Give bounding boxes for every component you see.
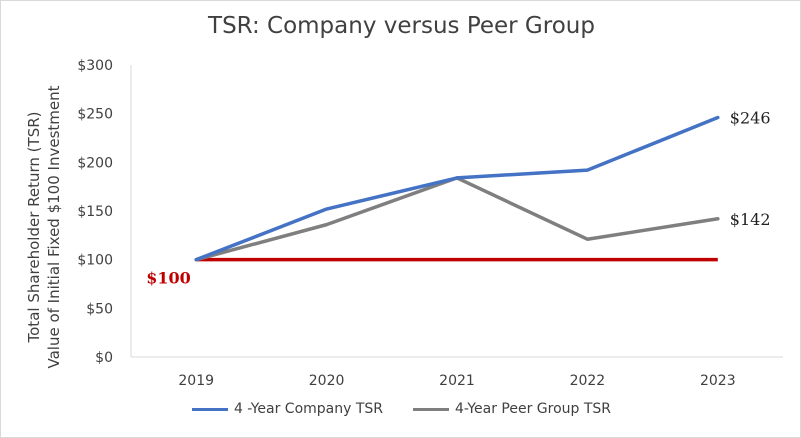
- legend-swatch-company: [191, 407, 228, 411]
- legend-label-peer: 4-Year Peer Group TSR: [455, 401, 612, 417]
- y-tick-label: $100: [77, 253, 113, 269]
- data-label-company-end: $246: [730, 109, 771, 128]
- data-label-peer-end: $142: [730, 210, 771, 229]
- chart-title: TSR: Company versus Peer Group: [208, 13, 595, 39]
- x-tick-label: 2021: [439, 373, 475, 389]
- y-tick-label: $200: [77, 155, 113, 171]
- data-label-reference: $100: [146, 269, 191, 288]
- legend-swatch-peer: [413, 407, 450, 411]
- y-tick-label: $50: [86, 301, 113, 317]
- tsr-line-chart: Total Shareholder Return (TSR) Value of …: [25, 58, 783, 389]
- peer-group-tsr-line: [194, 176, 720, 262]
- x-tick-label: 2019: [178, 373, 214, 389]
- y-tick-label: $150: [77, 204, 113, 220]
- y-tick-label: $300: [77, 58, 113, 74]
- y-tick-label: $0: [95, 350, 113, 366]
- x-tick-label: 2023: [700, 373, 736, 389]
- company-tsr-line: [194, 115, 720, 262]
- legend-item-peer: 4-Year Peer Group TSR: [413, 401, 611, 417]
- y-axis-title-line1: Total Shareholder Return (TSR): [25, 112, 43, 344]
- y-axis-title-line2: Value of Initial Fixed $100 Investment: [45, 85, 63, 368]
- y-tick-label: $250: [77, 107, 113, 123]
- legend-item-company: 4 -Year Company TSR: [191, 401, 384, 417]
- x-tick-label: 2020: [309, 373, 345, 389]
- x-tick-label: 2022: [570, 373, 606, 389]
- chart-legend: 4 -Year Company TSR 4-Year Peer Group TS…: [1, 401, 801, 417]
- legend-label-company: 4 -Year Company TSR: [233, 401, 384, 417]
